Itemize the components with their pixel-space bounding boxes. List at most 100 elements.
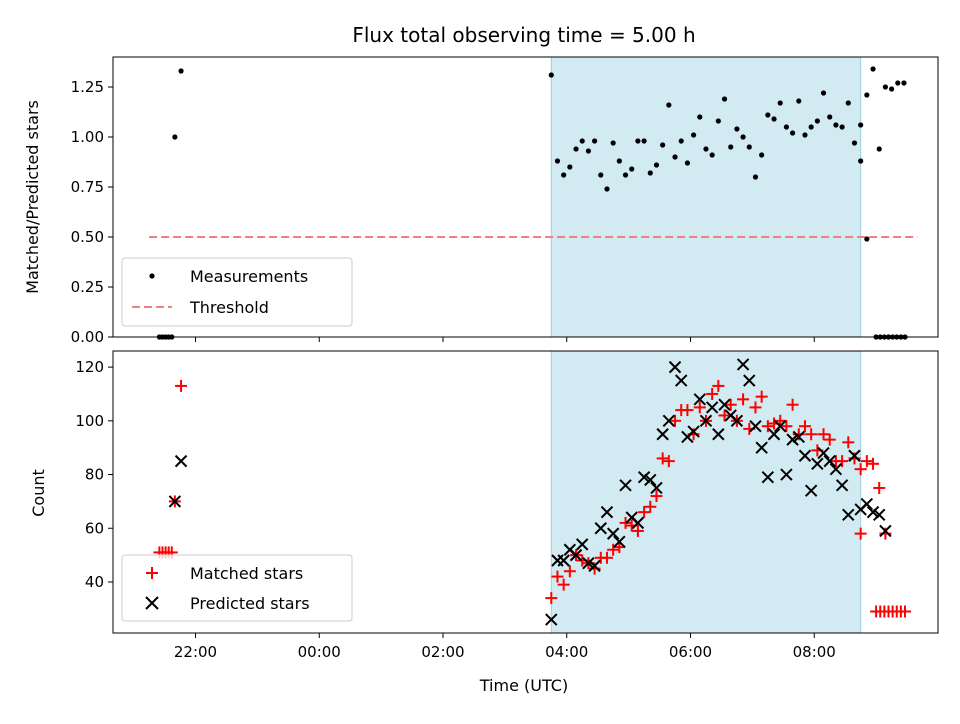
measurement-point (796, 98, 802, 104)
measurement-point (641, 138, 647, 144)
measurement-point (548, 72, 554, 78)
predicted-star-point (588, 559, 601, 573)
predicted-star-point (631, 516, 645, 530)
predicted-star-point (576, 538, 589, 551)
measurements-legend-marker (149, 273, 155, 279)
measurement-point (172, 134, 178, 140)
predicted-star-point (730, 414, 744, 428)
predicted-star-point (866, 505, 880, 519)
measurement-point (715, 118, 721, 124)
measurement-point (653, 162, 660, 168)
predicted-star-point (705, 401, 719, 414)
x-tick-label: 08:00 (793, 643, 836, 661)
matched-star-point (817, 428, 830, 441)
matched-star-point (879, 527, 892, 540)
matched-star-point (175, 379, 188, 392)
x-tick-label: 22:00 (174, 643, 217, 661)
measurement-point (820, 90, 827, 96)
measurement-point (901, 80, 907, 86)
matched-star-point (669, 414, 682, 427)
matched-star-point (899, 605, 911, 618)
measurement-point (573, 146, 579, 152)
measurement-point (660, 142, 666, 148)
matched-star-point (718, 409, 731, 422)
predicted-star-point (582, 556, 595, 570)
predicted-star-point (693, 393, 706, 406)
measurement-point (666, 102, 672, 108)
matched-star-point (761, 420, 774, 433)
predicted-star-point (569, 548, 583, 562)
measurement-point (827, 114, 833, 120)
measurement-point (561, 172, 567, 178)
predicted-star-point (767, 428, 781, 441)
matched-star-point (873, 481, 886, 494)
measurement-point (771, 116, 777, 122)
bottom-y-ticks: 40 60 80 100 120 (75, 358, 113, 591)
x-tick-label: 00:00 (298, 643, 341, 661)
measurement-point (845, 100, 851, 106)
bottom-axes-frame (112, 350, 939, 634)
predicted-star-point (798, 449, 812, 462)
measurement-point (567, 164, 573, 170)
predicted-stars-points (168, 358, 892, 626)
measurement-point (746, 144, 752, 150)
predicted-star-point (606, 527, 620, 540)
measurement-point (888, 86, 895, 92)
measurement-point (591, 138, 598, 144)
matched-star-point (631, 524, 644, 537)
matched-star-point (681, 404, 694, 417)
measurement-point (697, 114, 703, 120)
predicted-star-point (668, 360, 682, 374)
predicted-star-point (650, 481, 663, 495)
matched-star-point (724, 398, 737, 411)
predicted-star-point (780, 468, 793, 481)
matched-star-point (545, 592, 558, 605)
matched-star-point (755, 390, 768, 403)
bottom-legend-box (121, 554, 353, 622)
top-y-axis-label: Matched/Predicted stars (23, 100, 42, 294)
measurement-point (851, 140, 858, 146)
measurement-point (734, 126, 740, 132)
matched-star-point (854, 527, 867, 540)
predicted-star-point (823, 454, 836, 468)
measurement-point (178, 68, 184, 74)
matched-star-point (823, 433, 836, 446)
predicted-legend-label: Predicted stars (190, 594, 310, 613)
y-tick-label: 80 (85, 466, 104, 484)
predicted-star-point (656, 428, 669, 441)
matched-star-point (557, 578, 570, 591)
matched-star-point (619, 516, 632, 529)
top-y-ticks: 0.00 0.25 0.50 0.75 1.00 1.25 (71, 78, 113, 346)
predicted-star-point (761, 471, 775, 484)
matched-star-point (749, 401, 762, 414)
predicted-star-point (600, 505, 614, 519)
y-tick-label: 0.25 (71, 278, 104, 296)
measurement-point (858, 122, 864, 128)
predicted-star-point (848, 449, 861, 462)
measurement-point (752, 174, 759, 180)
top-panel: 0.00 0.25 0.50 0.75 1.00 1.25 Matched/Predict… (23, 56, 939, 346)
y-tick-label: 60 (85, 519, 104, 537)
measurement-point (895, 80, 901, 86)
matched-legend-marker (146, 567, 158, 579)
matched-star-point (551, 570, 564, 583)
measurement-point (882, 84, 889, 90)
measurement-point (709, 152, 715, 158)
matched-star-point (860, 455, 873, 468)
predicted-star-point (804, 484, 818, 497)
measurement-point (703, 146, 709, 152)
predicted-star-point (619, 479, 632, 492)
predicted-star-point (687, 425, 700, 438)
measurement-point (759, 152, 765, 158)
top-x-ticks (195, 337, 815, 342)
predicted-star-point (718, 398, 731, 411)
x-tick-label: 02:00 (421, 643, 464, 661)
measurement-point (579, 138, 585, 144)
matched-star-point (737, 393, 750, 406)
measurement-point (783, 124, 790, 130)
measurement-point (777, 100, 783, 106)
y-tick-label: 0.75 (71, 178, 104, 196)
measurement-point (690, 132, 697, 138)
measurement-point (598, 172, 604, 178)
matched-star-point (638, 506, 651, 519)
